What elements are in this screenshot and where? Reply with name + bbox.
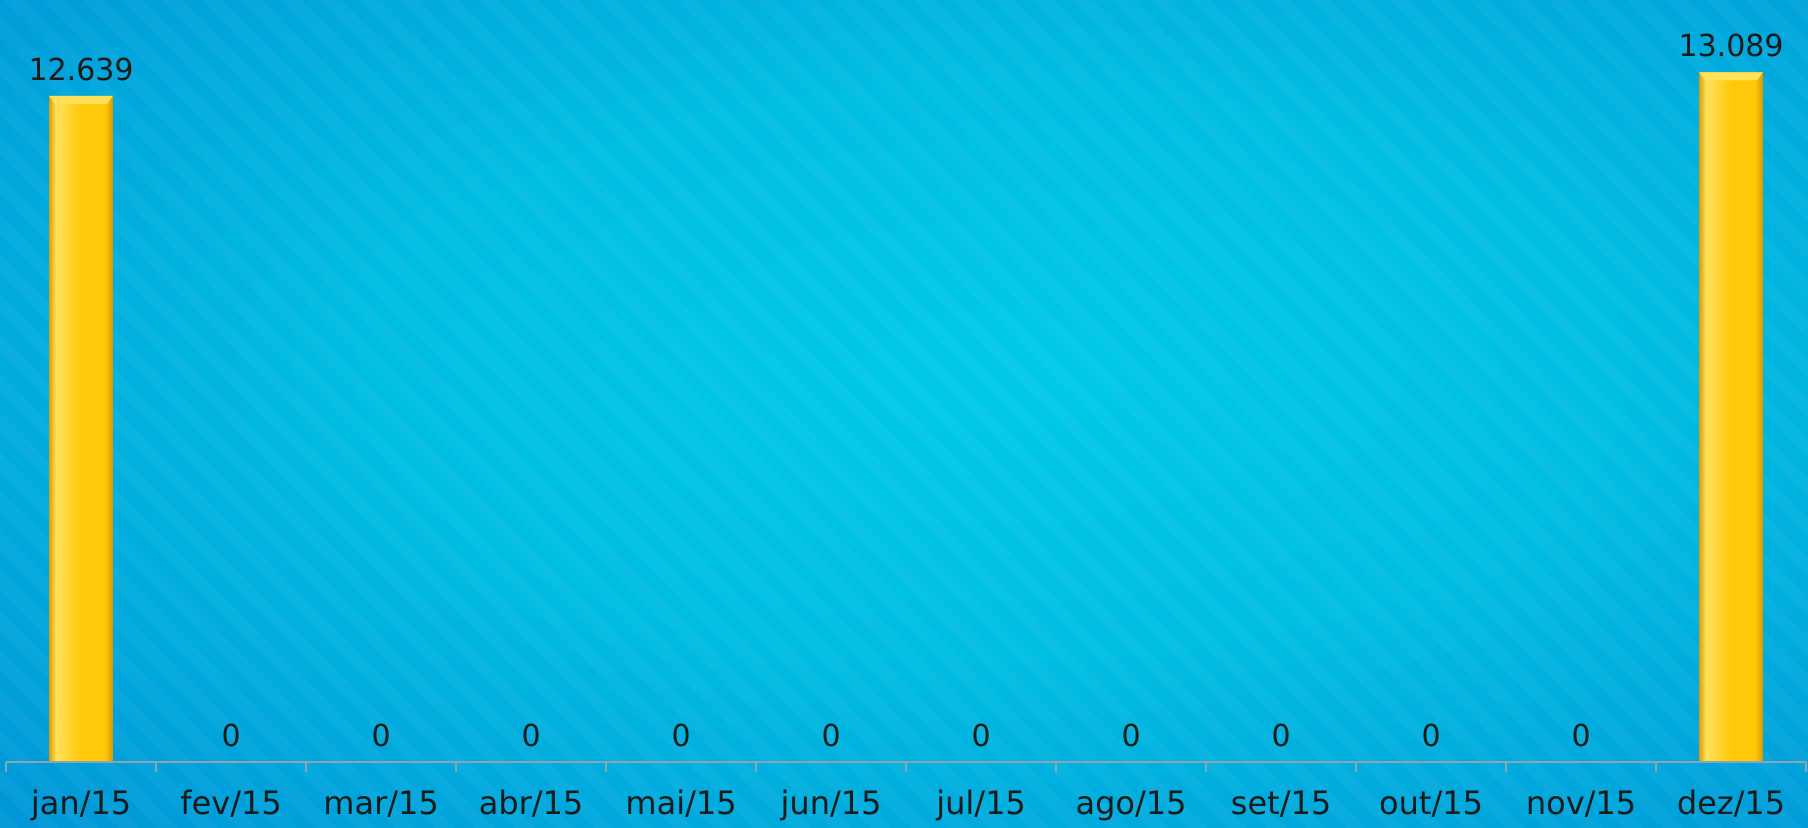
bar-dez-15 xyxy=(1699,72,1763,763)
data-label: 0 xyxy=(671,719,690,754)
bar-jan-15 xyxy=(49,95,113,763)
data-label: 12.639 xyxy=(29,53,134,88)
x-tick-label: fev/15 xyxy=(180,784,281,822)
data-label: 0 xyxy=(371,719,390,754)
x-tick-label: jun/15 xyxy=(780,784,882,822)
data-label: 0 xyxy=(971,719,990,754)
x-tick-label: mai/15 xyxy=(625,784,736,822)
x-tick-label: ago/15 xyxy=(1076,784,1187,822)
x-tick-label: out/15 xyxy=(1379,784,1483,822)
x-tick-label: mar/15 xyxy=(323,784,438,822)
x-tick-label: set/15 xyxy=(1231,784,1331,822)
data-label: 0 xyxy=(1571,719,1590,754)
data-label: 0 xyxy=(821,719,840,754)
x-tick-label: dez/15 xyxy=(1677,784,1785,822)
x-tick-label: abr/15 xyxy=(479,784,584,822)
data-label: 0 xyxy=(1271,719,1290,754)
data-label: 13.089 xyxy=(1679,29,1784,64)
x-tick-label: nov/15 xyxy=(1526,784,1636,822)
data-label: 0 xyxy=(221,719,240,754)
bar-top-bevel xyxy=(1699,72,1763,81)
bar-top-bevel xyxy=(49,95,113,104)
x-tick-label: jan/15 xyxy=(30,784,131,822)
data-label: 0 xyxy=(1421,719,1440,754)
x-tick-label: jul/15 xyxy=(935,784,1026,822)
data-label: 0 xyxy=(521,719,540,754)
data-label: 0 xyxy=(1121,719,1140,754)
